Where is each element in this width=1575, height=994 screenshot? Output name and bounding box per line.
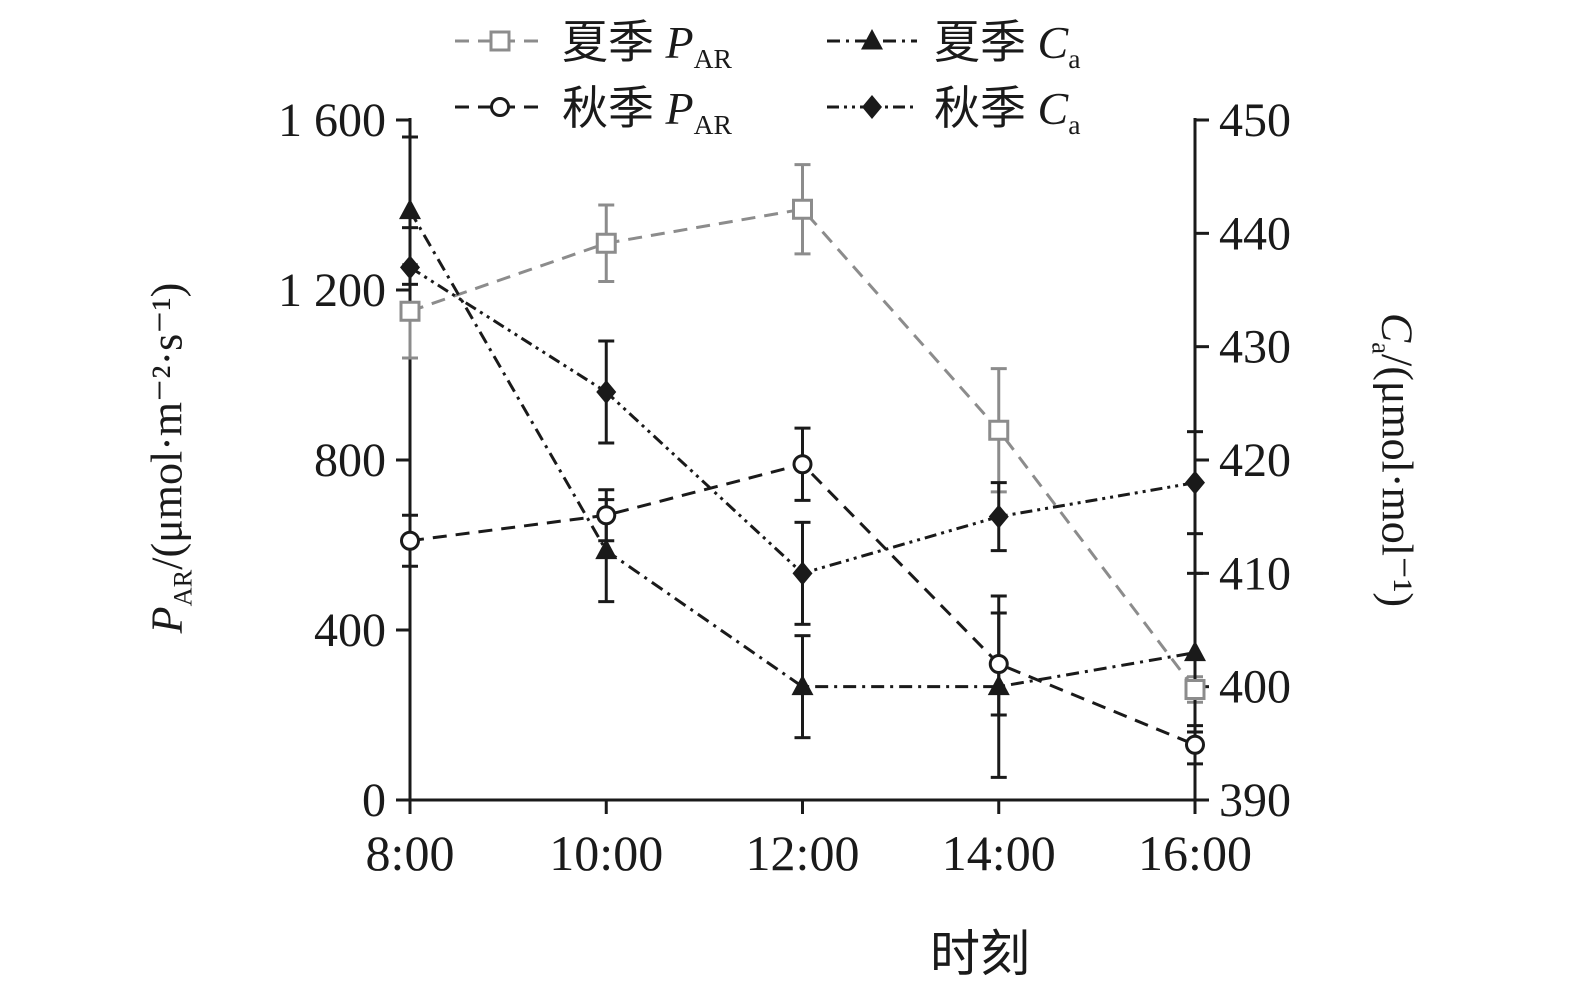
legend-season: 夏季 <box>934 17 1026 69</box>
left-tick-label: 0 <box>362 774 386 827</box>
marker-summer-par <box>595 232 617 254</box>
legend: 夏季 PAR 夏季 Ca 秋季 PAR 秋季 Ca <box>452 10 1080 141</box>
x-tick-label: 14:00 <box>942 825 1056 881</box>
marker-summer-par <box>792 198 813 220</box>
legend-swatch-autumn-ca <box>827 95 917 119</box>
left-axis-symbol: P <box>142 606 192 634</box>
legend-swatch-autumn-par <box>455 97 545 117</box>
marker-summer-ca <box>1184 640 1206 662</box>
marker-summer-ca <box>595 538 618 560</box>
legend-symbol: C <box>1037 83 1069 135</box>
left-tick-label: 1 200 <box>278 264 386 317</box>
marker-summer-ca <box>399 198 421 220</box>
right-tick-label: 390 <box>1219 774 1291 827</box>
marker-summer-par <box>988 419 1010 441</box>
marker-autumn-ca <box>792 561 813 586</box>
legend-swatch-summer-par <box>455 30 545 52</box>
legend-marker-autumn-par <box>490 97 510 117</box>
legend-item-autumn-par: 秋季 PAR <box>452 76 824 141</box>
left-tick-label: 400 <box>314 604 386 657</box>
series-line-summer-ca <box>408 209 1196 689</box>
marker-summer-ca <box>791 674 814 696</box>
left-axis-subscript: AR <box>167 569 198 607</box>
legend-marker-summer-ca <box>861 29 883 50</box>
legend-label-autumn-ca: 秋季 Ca <box>934 72 1080 141</box>
x-axis-title: 时刻 <box>930 926 1030 982</box>
legend-item-summer-par: 夏季 PAR <box>452 10 824 75</box>
legend-season: 秋季 <box>934 83 1026 135</box>
legend-symbol: C <box>1037 17 1069 69</box>
marker-summer-par <box>399 300 421 322</box>
right-tick-label: 400 <box>1219 661 1291 714</box>
legend-subscript: AR <box>693 109 732 141</box>
legend-subscript: a <box>1068 43 1081 75</box>
left-tick-label: 1 600 <box>278 94 386 147</box>
right-tick-label: 450 <box>1219 94 1291 147</box>
legend-swatch-summer-ca <box>827 29 917 50</box>
legend-item-autumn-ca: 秋季 Ca <box>824 76 1080 141</box>
legend-season: 秋季 <box>562 83 654 135</box>
marker-autumn-ca <box>400 255 420 280</box>
legend-subscript: a <box>1068 109 1081 141</box>
legend-marker-summer-par <box>489 30 511 52</box>
legend-symbol: P <box>665 83 694 135</box>
marker-autumn-par <box>596 505 617 526</box>
right-axis-subscript: a <box>1366 342 1397 354</box>
legend-symbol: P <box>665 17 694 69</box>
left-tick-label: 800 <box>314 434 386 487</box>
legend-label-autumn-par: 秋季 PAR <box>562 72 732 141</box>
marker-autumn-ca <box>1185 470 1205 495</box>
left-axis-unit: /(μmol·m⁻²·s⁻¹) <box>142 282 192 570</box>
marker-summer-par <box>1184 679 1206 700</box>
right-tick-label: 410 <box>1219 547 1291 600</box>
legend-season: 夏季 <box>562 17 654 69</box>
legend-label-summer-ca: 夏季 Ca <box>934 6 1080 75</box>
marker-autumn-par <box>792 454 813 475</box>
marker-summer-ca <box>987 674 1010 696</box>
right-axis-symbol: C <box>1372 312 1422 343</box>
right-tick-label: 420 <box>1219 434 1291 487</box>
marker-autumn-par <box>988 654 1009 674</box>
legend-item-summer-ca: 夏季 Ca <box>824 10 1080 75</box>
legend-subscript: AR <box>693 43 732 75</box>
x-tick-label: 16:00 <box>1138 825 1252 881</box>
legend-marker-autumn-ca <box>862 95 882 119</box>
legend-label-summer-par: 夏季 PAR <box>562 6 732 75</box>
right-axis-unit: /(μmol·mol⁻¹) <box>1372 353 1422 608</box>
marker-autumn-par <box>400 530 420 551</box>
right-tick-label: 440 <box>1219 207 1291 260</box>
series-line-summer-par <box>409 207 1197 691</box>
right-axis-title: Ca/(μmol·mol⁻¹) <box>1366 313 1423 607</box>
x-tick-label: 8:00 <box>366 825 455 881</box>
x-tick-label: 10:00 <box>549 825 663 881</box>
left-axis-title: PAR/(μmol·m⁻²·s⁻¹) <box>142 283 199 634</box>
right-tick-label: 430 <box>1219 321 1291 374</box>
x-tick-label: 12:00 <box>746 825 860 881</box>
marker-autumn-ca <box>988 504 1009 529</box>
marker-autumn-par <box>1185 734 1205 755</box>
marker-autumn-ca <box>596 380 617 404</box>
